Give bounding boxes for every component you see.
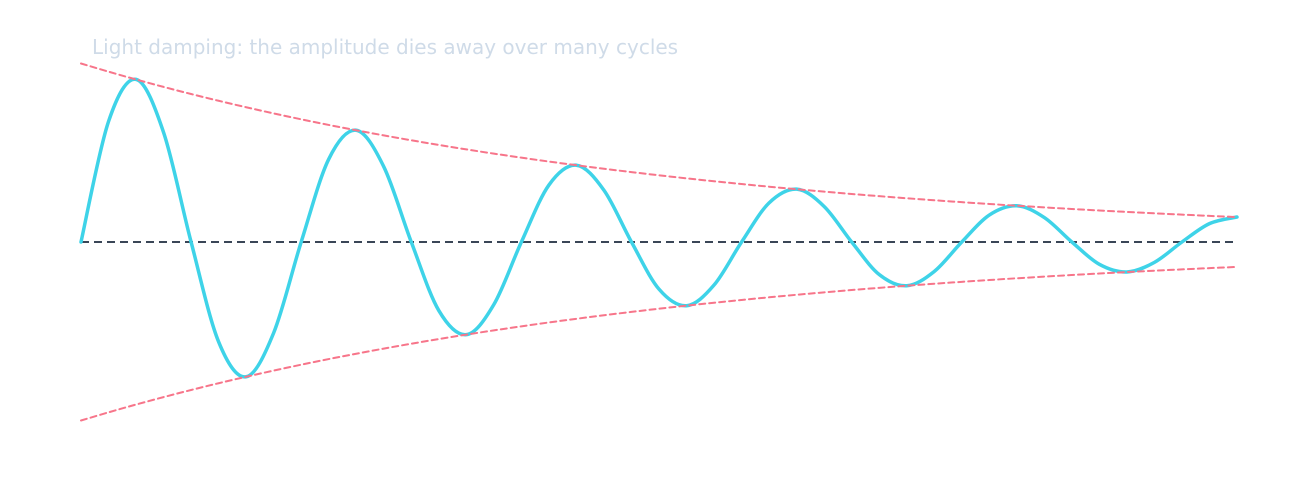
chart-title: Light damping: the amplitude dies away o…	[92, 35, 678, 59]
envelope-line	[80, 265, 1238, 422]
envelope-line	[80, 62, 1238, 219]
oscillation-line	[79, 77, 1239, 379]
